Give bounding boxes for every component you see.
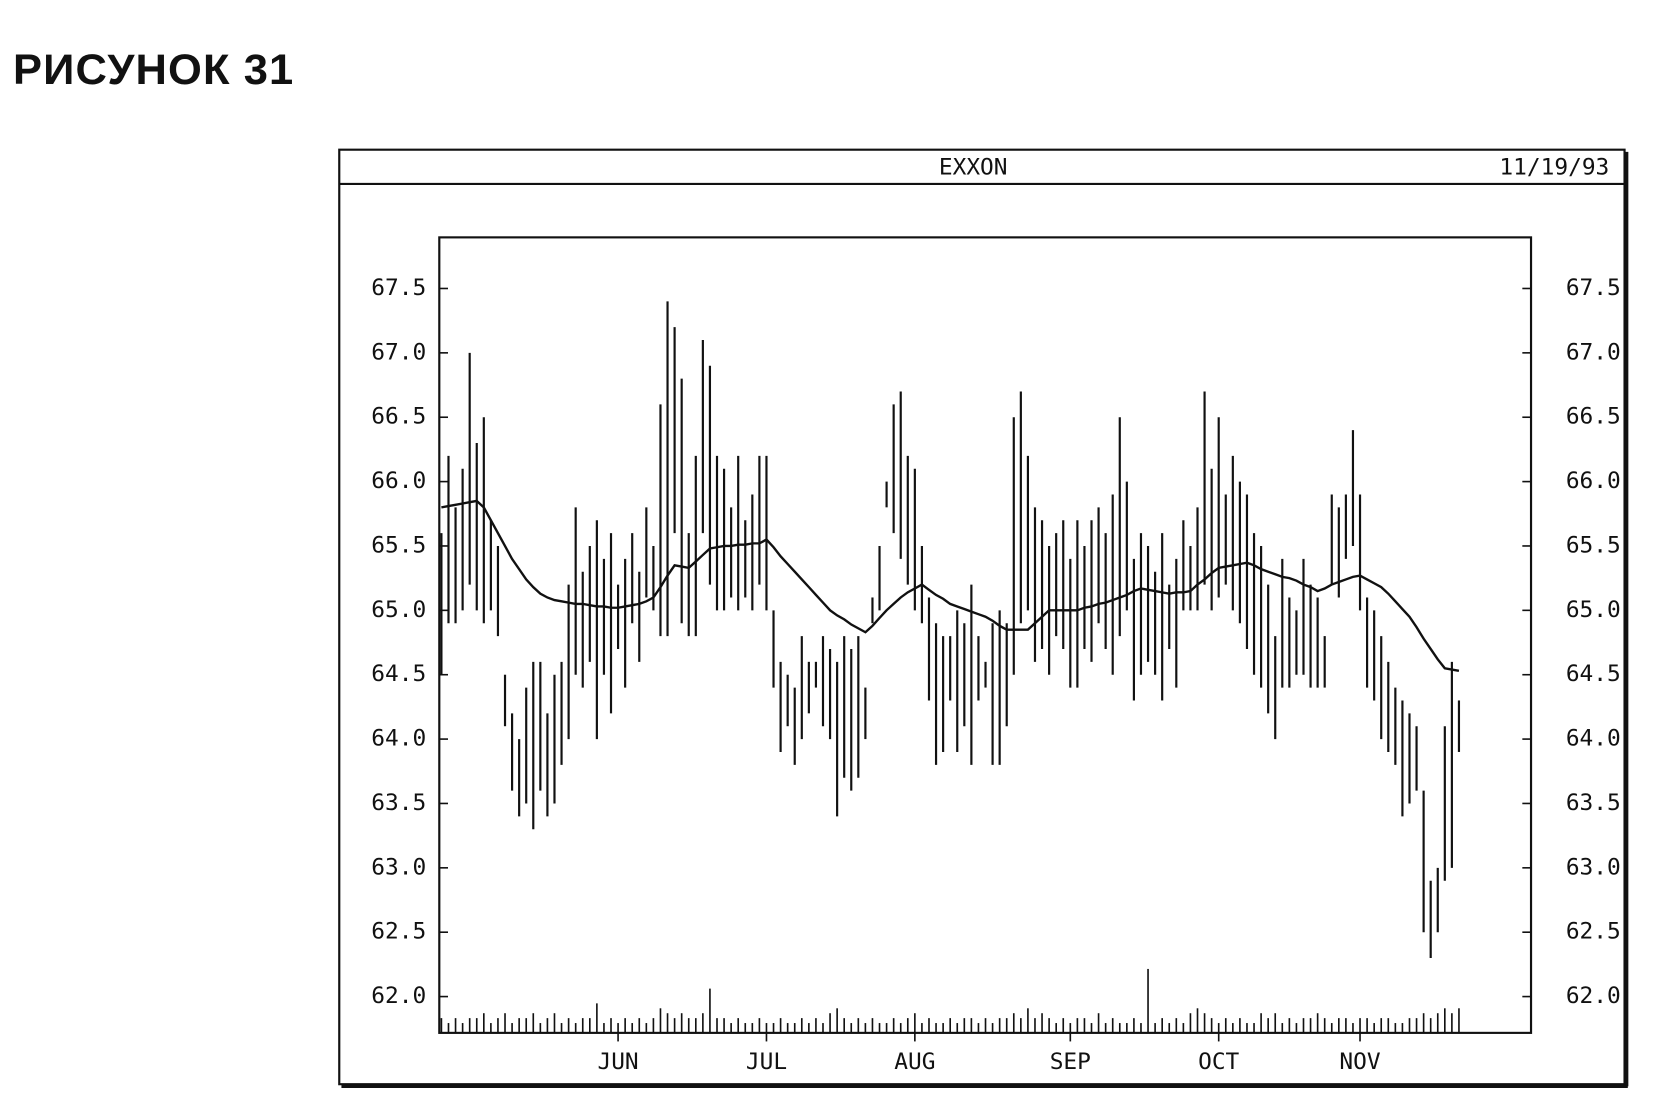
- y-tick-label: 62.0: [371, 983, 426, 1009]
- y-tick-label: 67.5: [371, 275, 426, 301]
- chart-date: 11/19/93: [1499, 154, 1609, 180]
- y2-tick-label: 66.0: [1566, 468, 1621, 494]
- y2-tick-label: 67.5: [1566, 275, 1621, 301]
- y-tick-label: 64.5: [371, 661, 426, 687]
- y-tick-label: 63.0: [371, 854, 426, 880]
- y-tick-label: 65.0: [371, 597, 426, 623]
- x-tick-label: AUG: [894, 1049, 935, 1075]
- y-tick-label: 66.0: [371, 468, 426, 494]
- x-tick-label: SEP: [1050, 1049, 1091, 1075]
- y2-tick-label: 65.0: [1566, 597, 1621, 623]
- y2-tick-label: 63.0: [1566, 854, 1621, 880]
- y2-tick-label: 64.0: [1566, 726, 1621, 752]
- x-tick-label: JUL: [746, 1049, 787, 1075]
- y-tick-label: 63.5: [371, 790, 426, 816]
- y2-tick-label: 62.5: [1566, 919, 1621, 945]
- y2-tick-label: 64.5: [1566, 661, 1621, 687]
- y2-tick-label: 63.5: [1566, 790, 1621, 816]
- y2-tick-label: 67.0: [1566, 339, 1621, 365]
- y-tick-label: 65.5: [371, 533, 426, 559]
- y-tick-label: 67.0: [371, 339, 426, 365]
- figure-label: РИСУНОК 31: [13, 46, 294, 94]
- chart-title: EXXON: [939, 154, 1008, 180]
- y2-tick-label: 66.5: [1566, 404, 1621, 430]
- chart-frame: [338, 148, 1626, 1086]
- x-tick-label: OCT: [1198, 1049, 1240, 1075]
- y-tick-label: 66.5: [371, 404, 426, 430]
- y-tick-label: 62.5: [371, 919, 426, 945]
- y2-tick-label: 65.5: [1566, 533, 1621, 559]
- y-tick-label: 64.0: [371, 726, 426, 752]
- y2-tick-label: 62.0: [1566, 983, 1621, 1009]
- x-tick-label: NOV: [1339, 1049, 1380, 1075]
- moving-average: [441, 499, 1460, 672]
- x-tick-label: JUN: [597, 1049, 638, 1075]
